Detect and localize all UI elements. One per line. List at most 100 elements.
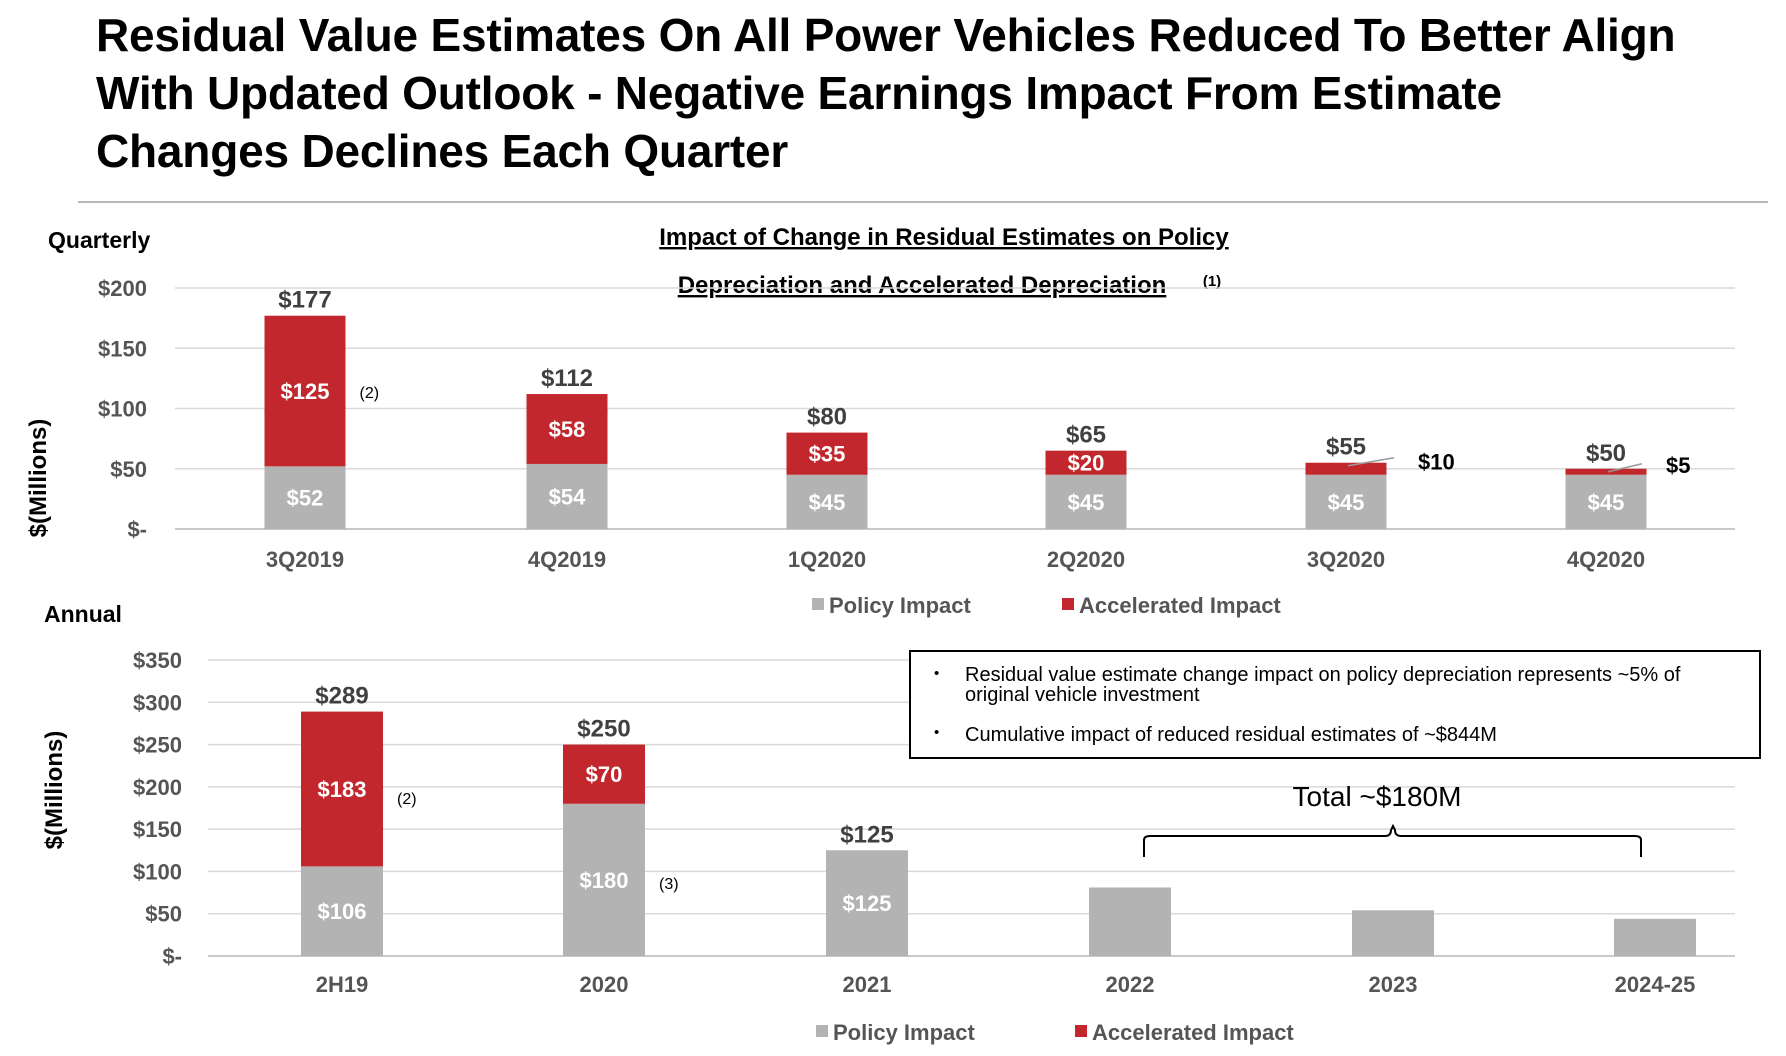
annual-total-label: $125	[840, 821, 893, 848]
quarterly-x-tick-label: 1Q2020	[788, 547, 866, 572]
brace-total-label: Total ~$180M	[1293, 781, 1462, 812]
annual-x-tick-label: 2H19	[316, 972, 369, 997]
quarterly-x-tick-label: 2Q2020	[1047, 547, 1125, 572]
annual-y-tick-label: $200	[133, 775, 182, 800]
quarterly-accelerated-value-label: $35	[809, 442, 846, 467]
quarterly-policy-value-label: $45	[1068, 490, 1105, 515]
quarterly-x-tick-label: 4Q2019	[528, 547, 606, 572]
page-title: Residual Value Estimates On All Power Ve…	[96, 6, 1776, 180]
quarterly-total-label: $50	[1586, 440, 1626, 467]
title-line-3: Changes Declines Each Quarter	[96, 125, 789, 177]
total-brace: Total ~$180M	[1143, 781, 1642, 857]
annual-total-label: $250	[577, 716, 630, 743]
quarterly-legend-label: Accelerated Impact	[1079, 593, 1281, 618]
annual-y-axis-title: $(Millions)	[41, 731, 68, 850]
title-divider	[78, 201, 1768, 203]
quarterly-bar-accelerated	[264, 315, 346, 467]
annual-x-tick-label: 2024-25	[1615, 972, 1696, 997]
quarterly-leader-line	[1347, 456, 1395, 467]
quarterly-policy-value-label: $54	[549, 484, 586, 509]
quarterly-legend-swatch	[812, 598, 824, 610]
annual-total-label: $289	[315, 683, 368, 710]
annual-bar-policy	[1089, 887, 1171, 956]
notes-item-1-line: original vehicle investment	[965, 684, 1200, 706]
annual-y-tick-label: $150	[133, 817, 182, 842]
quarterly-bar-accelerated	[526, 394, 608, 464]
quarterly-bar-policy	[526, 463, 608, 529]
annual-footnote-marker: (2)	[397, 791, 417, 808]
notes-bullet-2: •	[934, 724, 939, 741]
quarterly-x-tick-label: 3Q2019	[266, 547, 344, 572]
quarterly-bar-policy	[1305, 474, 1387, 529]
annual-accelerated-value-label: $183	[318, 777, 367, 802]
quarterly-total-label: $65	[1066, 422, 1106, 449]
quarterly-total-label: $55	[1326, 434, 1366, 461]
quarterly-policy-value-label: $45	[1588, 490, 1625, 515]
quarterly-bar-accelerated	[1045, 450, 1127, 475]
annual-accelerated-value-label: $70	[586, 762, 623, 787]
quarterly-accelerated-value-label: $58	[549, 417, 586, 442]
annual-y-tick-label: $100	[133, 859, 182, 884]
notes-item-1-line: Residual value estimate change impact on…	[965, 664, 1681, 686]
annual-policy-value-label: $106	[318, 899, 367, 924]
annual-legend-label: Accelerated Impact	[1092, 1020, 1294, 1045]
quarterly-accelerated-value-label: $125	[281, 379, 330, 404]
annual-x-tick-label: 2021	[843, 972, 892, 997]
annual-policy-value-label: $125	[843, 891, 892, 916]
quarterly-y-tick-label: $50	[110, 457, 147, 482]
quarterly-bar-policy	[1045, 474, 1127, 529]
annual-bar-policy	[301, 866, 383, 956]
annual-bar-policy	[563, 803, 645, 956]
annual-y-tick-label: $350	[133, 648, 182, 673]
quarterly-y-tick-label: $100	[98, 397, 147, 422]
quarterly-accelerated-value-label: $20	[1068, 451, 1105, 476]
annual-bar-policy	[1614, 918, 1696, 956]
annual-legend-swatch	[1075, 1025, 1087, 1037]
annual-bar-policy	[1352, 910, 1434, 956]
chart-heading-line-1: Impact of Change in Residual Estimates o…	[659, 224, 1229, 251]
notes-bullet-1: •	[934, 665, 939, 682]
quarterly-legend-label: Policy Impact	[829, 593, 972, 618]
annual-y-tick-label: $-	[162, 944, 182, 969]
quarterly-policy-value-label: $52	[287, 486, 324, 511]
quarterly-policy-value-label: $45	[809, 490, 846, 515]
notes-box: • Residual value estimate change impact …	[909, 650, 1761, 759]
quarterly-section-label: Quarterly	[48, 227, 150, 253]
notes-item-2: Cumulative impact of reduced residual es…	[965, 724, 1497, 746]
quarterly-total-label: $80	[807, 404, 847, 431]
annual-plot: $- $50 $100 $150 $200 $250 $300 $350 $106 $183 $28…	[133, 648, 1735, 1045]
chart-heading-footnote: (1)	[1203, 273, 1221, 290]
annual-y-tick-label: $300	[133, 690, 182, 715]
quarterly-accelerated-value-label: $5	[1666, 453, 1690, 478]
quarterly-bar-accelerated	[786, 432, 868, 475]
quarterly-x-tick-label: 3Q2020	[1307, 547, 1385, 572]
notes-box-border	[909, 650, 1761, 759]
notes-item-1: Residual value estimate change impact on…	[965, 664, 1681, 706]
quarterly-accelerated-value-label: $10	[1418, 450, 1455, 475]
annual-x-tick-label: 2020	[580, 972, 629, 997]
quarterly-leader-line	[1607, 463, 1643, 473]
quarterly-y-tick-label: $200	[98, 276, 147, 301]
quarterly-bar-policy	[1565, 474, 1647, 529]
brace-shape	[1143, 823, 1642, 857]
annual-x-tick-label: 2023	[1369, 972, 1418, 997]
quarterly-total-label: $177	[278, 287, 331, 314]
annual-bar-accelerated	[563, 744, 645, 804]
quarterly-y-tick-label: $-	[127, 517, 147, 542]
annual-footnote-marker: (3)	[659, 876, 679, 893]
annual-x-tick-label: 2022	[1106, 972, 1155, 997]
quarterly-y-tick-label: $150	[98, 336, 147, 361]
annual-legend-label: Policy Impact	[833, 1020, 976, 1045]
quarterly-x-tick-label: 4Q2020	[1567, 547, 1645, 572]
quarterly-footnote-marker: (2)	[360, 385, 380, 402]
quarterly-total-label: $112	[541, 365, 593, 392]
title-line-1: Residual Value Estimates On All Power Ve…	[96, 9, 1676, 61]
quarterly-y-axis-title: $(Millions)	[25, 419, 52, 538]
annual-section-label: Annual	[44, 601, 122, 627]
annual-y-tick-label: $250	[133, 733, 182, 758]
quarterly-bar-policy	[786, 474, 868, 529]
annual-policy-value-label: $180	[580, 868, 629, 893]
quarterly-bar-policy	[264, 466, 346, 529]
title-line-2: With Updated Outlook - Negative Earnings…	[96, 67, 1502, 119]
